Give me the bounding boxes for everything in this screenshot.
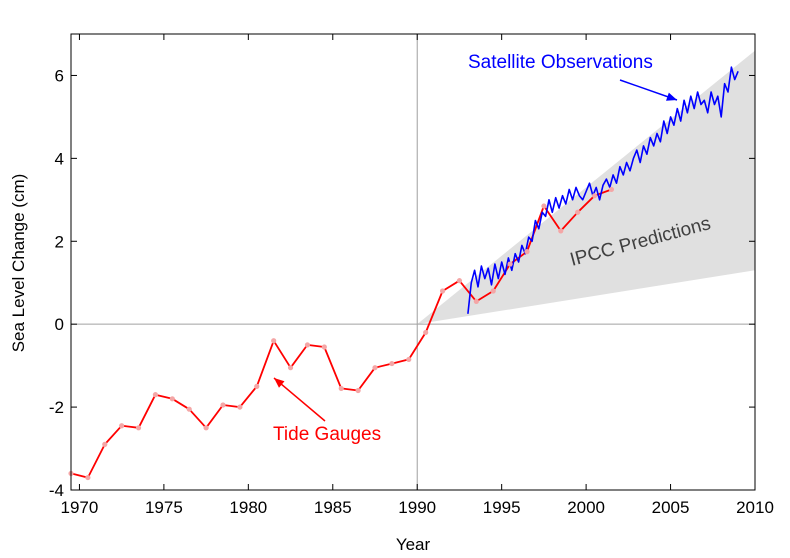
x-tick-label: 1995 [483, 498, 521, 517]
x-tick-label: 1970 [61, 498, 99, 517]
satellite-arrow-head [666, 92, 677, 101]
x-axis-title: Year [396, 535, 431, 554]
tide-gauge-point [203, 425, 209, 431]
tide-gauge-point [135, 425, 142, 431]
tide-gauge-point [338, 385, 344, 392]
tide-gauge-point [321, 344, 327, 350]
tide-gauge-point [473, 298, 479, 304]
tide-gauge-point [372, 365, 378, 371]
ipcc-prediction-band [417, 50, 755, 325]
tide-gauge-point [524, 249, 530, 255]
tide-gauge-point [271, 338, 277, 344]
tide-gauge-point [169, 396, 175, 402]
x-tick-label: 1975 [145, 498, 183, 517]
tide-gauge-point [355, 387, 361, 394]
tide-gauge-point [591, 193, 598, 199]
y-axis-title: Sea Level Change (cm) [9, 174, 28, 353]
x-tick-label: 1980 [229, 498, 267, 517]
annotation-layer: Satellite Observations IPCC Predictions … [273, 52, 713, 445]
tide-gauge-point [389, 360, 395, 367]
tide-gauge-point [102, 441, 108, 447]
tide-gauge-point [304, 342, 311, 348]
tide-gauge-point [608, 186, 615, 193]
y-tick-label: 6 [55, 66, 64, 85]
tide-gauge-point [186, 406, 192, 412]
y-tick-label: 0 [55, 315, 64, 334]
tide-gauge-point [558, 228, 564, 234]
tide-gauge-point [439, 288, 446, 294]
axes-layer: 1970 1975 1980 1985 1990 1995 2000 2005 2010 -4 -2… [49, 33, 774, 517]
plot-frame [70, 33, 756, 491]
satellite-observations-label: Satellite Observations [468, 52, 653, 73]
tide-gauges-arrow [273, 377, 326, 422]
tide-gauge-point [85, 474, 91, 481]
tide-gauge-point [254, 383, 260, 389]
ipcc-band-layer [417, 50, 755, 325]
tide-gauges-label: Tide Gauges [273, 424, 381, 445]
tide-gauges-arrow-head [274, 378, 285, 388]
tide-gauge-point [152, 392, 159, 398]
x-tick-label: 1985 [314, 498, 352, 517]
x-tick-label: 2005 [652, 498, 690, 517]
tide-gauge-point [507, 261, 513, 267]
tide-gauge-point [541, 203, 547, 209]
x-tick-label: 2000 [567, 498, 605, 517]
y-tick-label: -2 [49, 398, 64, 417]
tide-gauge-point [119, 423, 125, 429]
y-tick-label: -4 [49, 481, 64, 500]
reference-lines [71, 34, 755, 490]
tide-gauge-point [287, 365, 294, 371]
x-tick-label: 2010 [736, 498, 774, 517]
tide-gauge-point [456, 278, 463, 284]
tide-gauge-point [423, 329, 429, 336]
marker-layer [68, 186, 615, 481]
tide-gauge-point [237, 404, 243, 410]
x-tick-label: 1990 [398, 498, 436, 517]
y-tick-label: 2 [55, 232, 64, 251]
y-tick-label: 4 [55, 149, 64, 168]
tide-gauge-point [575, 209, 581, 215]
tide-gauge-point [490, 288, 496, 294]
tide-gauge-point [220, 402, 226, 408]
satellite-observations-line [467, 66, 739, 314]
tide-gauge-point [406, 356, 412, 363]
